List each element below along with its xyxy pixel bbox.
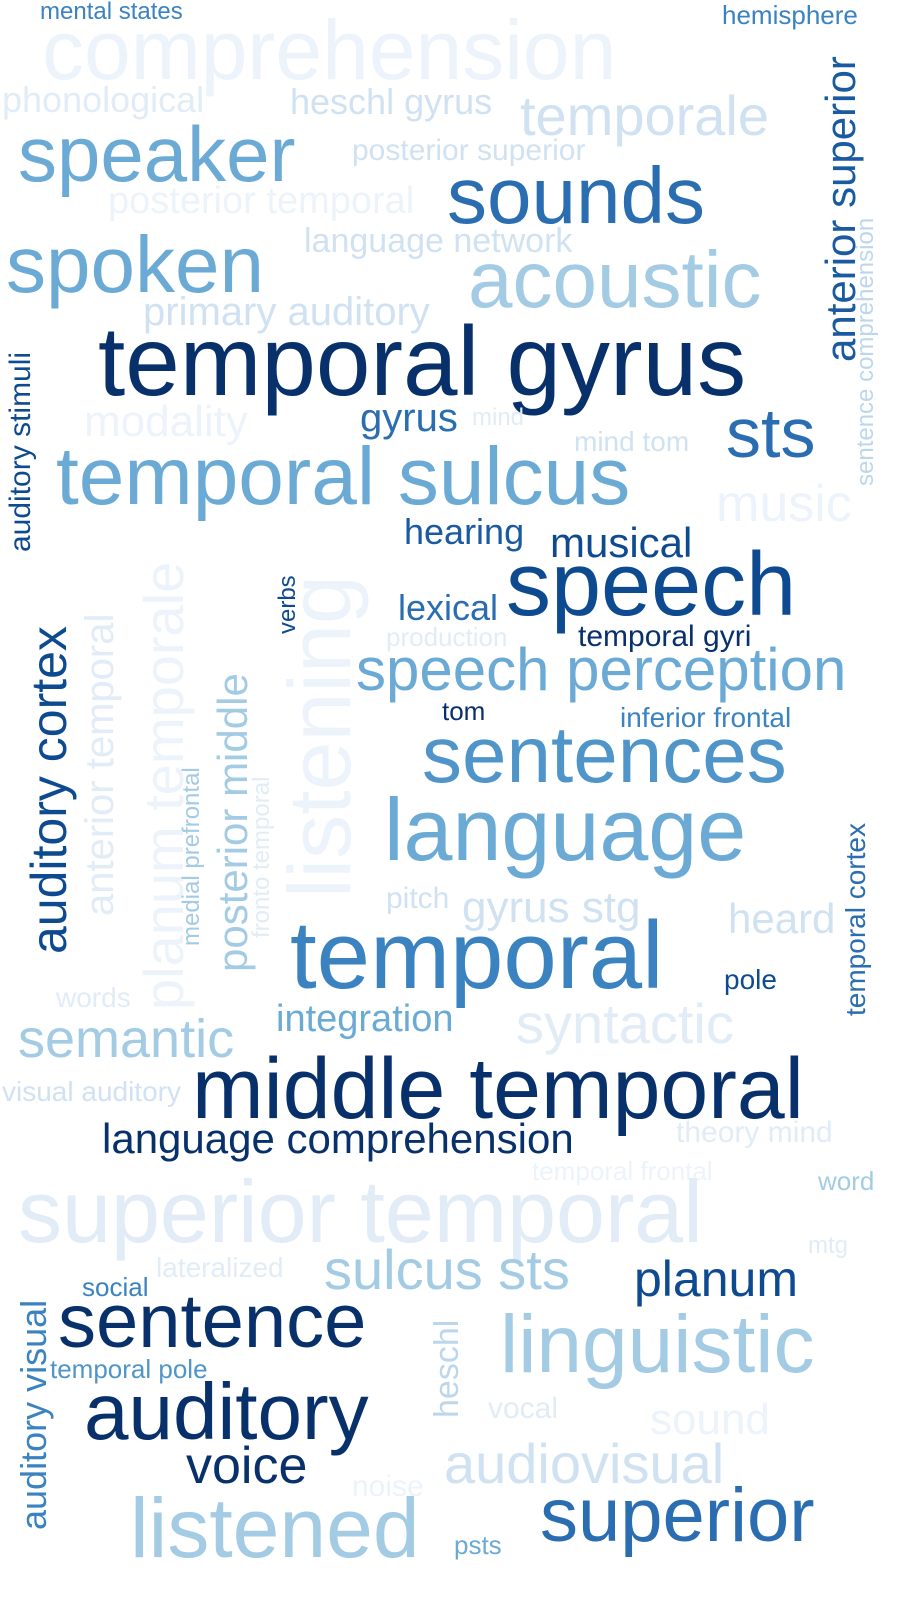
word-sulcus-sts: sulcus sts (324, 1238, 570, 1301)
word-auditory-cortex: auditory cortex (21, 626, 77, 954)
word-mental-states: mental states (40, 0, 183, 25)
word-inferior-frontal: inferior frontal (620, 702, 792, 733)
word-mind: mind (472, 404, 525, 431)
word-speech: speech (506, 535, 797, 635)
word-phonological: phonological (2, 79, 205, 120)
word-verbs: verbs (274, 575, 301, 634)
word-tom: tom (442, 696, 486, 726)
word-sentence-comprehension: sentence comprehension (852, 217, 879, 486)
word-pitch: pitch (386, 882, 450, 915)
word-words: words (56, 982, 131, 1013)
word-word: word (818, 1166, 875, 1196)
word-linguistic: linguistic (500, 1299, 815, 1390)
word-posterior-temporal: posterior temporal (108, 180, 415, 222)
word-middle-temporal: middle temporal (192, 1041, 804, 1137)
word-planum: planum (634, 1251, 798, 1307)
word-lateralized: lateralized (156, 1252, 284, 1283)
word-musical: musical (550, 519, 693, 566)
word-medial-prefrontal: medial prefrontal (178, 767, 205, 946)
word-modality: modality (84, 397, 248, 446)
word-temporal-cortex: temporal cortex (840, 823, 871, 1016)
word-vocal: vocal (488, 1392, 559, 1425)
word-lexical: lexical (398, 587, 499, 628)
word-language-comprehension: language comprehension (102, 1115, 574, 1162)
word-heschl: heschl (428, 1319, 466, 1418)
word-noise: noise (352, 1470, 424, 1503)
word-mind-tom: mind tom (574, 426, 690, 457)
word-speech-perception: speech perception (356, 636, 847, 703)
word-visual-auditory: visual auditory (2, 1076, 181, 1107)
word-temporal-frontal: temporal frontal (532, 1156, 713, 1186)
word-auditory: auditory (84, 1367, 369, 1456)
word-temporale: temporale (520, 84, 770, 147)
word-hemisphere: hemisphere (722, 0, 858, 30)
word-language-network: language network (304, 222, 573, 260)
word-speaker: speaker (18, 110, 296, 198)
word-pole: pole (724, 964, 777, 995)
word-syntactic: syntactic (516, 992, 734, 1055)
word-sentence: sentence (58, 1279, 367, 1364)
word-audiovisual: audiovisual (444, 1432, 725, 1495)
word-sts: sts (726, 394, 816, 472)
word-mtg: mtg (808, 1232, 849, 1259)
word-posterior-superior: posterior superior (352, 134, 586, 167)
word-acoustic: acoustic (468, 235, 762, 324)
word-psts: psts (454, 1530, 502, 1560)
word-sounds: sounds (447, 151, 705, 240)
word-listened: listened (130, 1481, 420, 1575)
word-spoken: spoken (6, 220, 264, 309)
word-heschl-gyrus: heschl gyrus (290, 81, 493, 122)
word-heard: heard (728, 895, 836, 942)
word-semantic: semantic (18, 1009, 235, 1069)
word-music: music (716, 475, 852, 533)
word-temporal-gyrus: temporal gyrus (98, 306, 747, 416)
word-voice: voice (186, 1437, 308, 1495)
word-superior-temporal: superior temporal (18, 1162, 703, 1261)
word-sound: sound (650, 1395, 770, 1444)
word-hearing: hearing (404, 511, 525, 552)
word-primary-auditory: primary auditory (143, 290, 430, 334)
word-sentences: sentences (422, 710, 787, 799)
word-integration: integration (276, 998, 454, 1040)
word-theory-mind: theory mind (676, 1116, 833, 1149)
word-temporal: temporal (290, 902, 664, 1009)
word-temporal-gyri: temporal gyri (578, 620, 752, 653)
word-temporal-sulcus: temporal sulcus (56, 431, 631, 522)
word-temporal-pole: temporal pole (50, 1354, 208, 1384)
word-comprehension: comprehension (42, 3, 617, 97)
word-gyrus: gyrus (360, 396, 458, 440)
word-gyrus-stg: gyrus stg (462, 883, 641, 932)
word-anterior-temporal: anterior temporal (78, 613, 122, 916)
word-social: social (82, 1272, 149, 1302)
word-language: language (384, 780, 747, 879)
word-auditory-stimuli: auditory stimuli (4, 351, 37, 552)
word-superior: superior (540, 1473, 815, 1558)
word-production: production (386, 622, 508, 652)
word-auditory-visual: auditory visual (13, 1299, 54, 1530)
